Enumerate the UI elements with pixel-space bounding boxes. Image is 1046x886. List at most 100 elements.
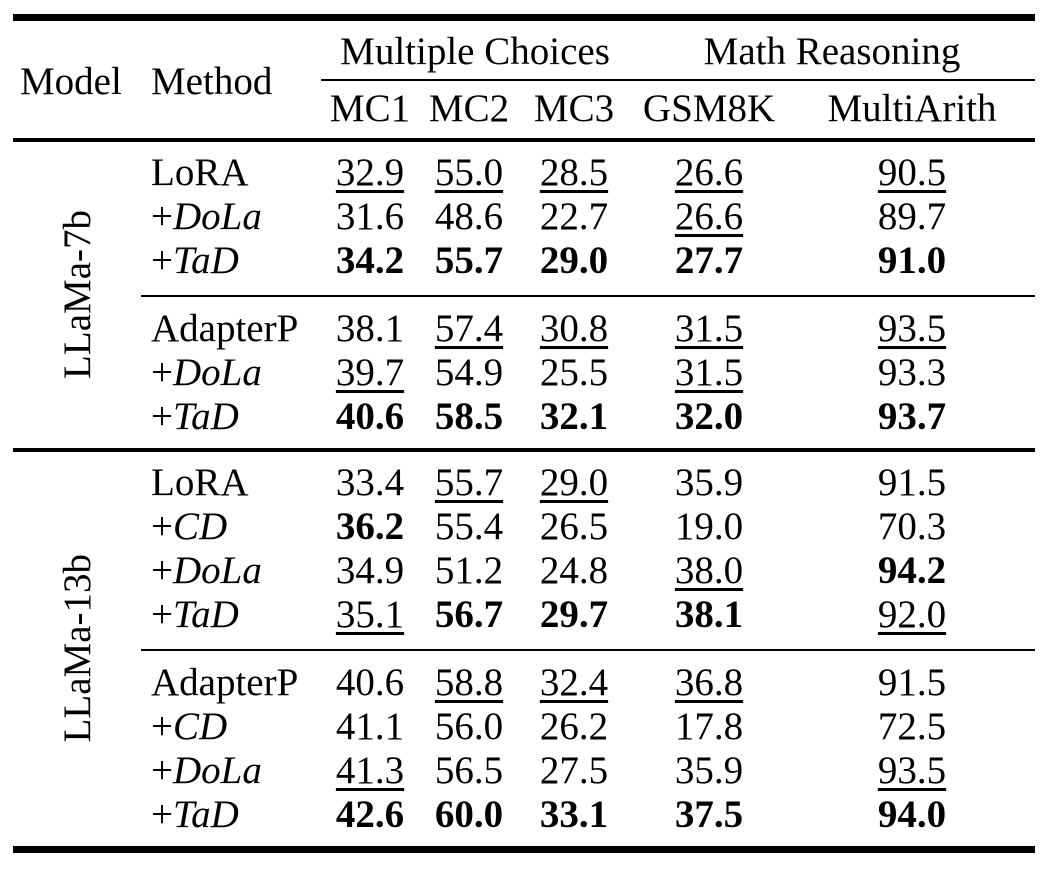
metric-value: 26.6 xyxy=(674,151,744,194)
metric-cell: 93.3 xyxy=(789,351,1035,395)
metric-value: 94.0 xyxy=(877,793,947,836)
method-label: LoRA xyxy=(151,151,249,194)
metric-value: 39.7 xyxy=(335,351,405,394)
metric-cell: 32.4 xyxy=(519,649,630,705)
method-cell: +DoLa xyxy=(141,195,321,239)
model-group-label-cell: LLaMa-13b xyxy=(13,448,141,850)
method-label: DoLa xyxy=(173,549,262,592)
metric-cell: 55.0 xyxy=(419,140,519,195)
method-label: LoRA xyxy=(151,461,249,504)
metric-cell: 42.6 xyxy=(321,793,419,850)
metric-value: 91.5 xyxy=(877,461,947,504)
metric-cell: 51.2 xyxy=(419,549,519,593)
metric-value: 32.1 xyxy=(539,395,609,438)
metric-value: 93.5 xyxy=(877,307,947,350)
metric-value: 55.7 xyxy=(434,461,504,504)
metric-cell: 55.7 xyxy=(419,239,519,296)
column-header-method: Method xyxy=(141,17,321,142)
metric-value: 29.7 xyxy=(539,593,609,636)
metric-value: 35.9 xyxy=(674,749,744,792)
metric-cell: 27.7 xyxy=(629,239,789,296)
metric-cell: 39.7 xyxy=(321,351,419,395)
metric-cell: 24.8 xyxy=(519,549,629,593)
metric-cell: 25.5 xyxy=(519,351,629,395)
metric-cell: 29.7 xyxy=(519,593,629,650)
metric-value: 70.3 xyxy=(877,505,947,548)
metric-cell: 19.0 xyxy=(629,505,789,549)
table-row: LLaMa-13b LoRA 33.4 55.7 29.0 35.9 91.5 xyxy=(13,448,1036,850)
metric-cell: 26.2 xyxy=(519,705,629,749)
metric-value: 90.5 xyxy=(877,151,947,194)
metric-cell: 17.8 xyxy=(629,705,789,749)
method-prefix: + xyxy=(151,749,173,792)
metric-value: 72.5 xyxy=(877,705,947,748)
metric-cell: 93.5 xyxy=(789,749,1035,793)
metric-value: 31.5 xyxy=(674,307,744,350)
method-cell: +CD xyxy=(141,505,321,549)
metric-cell: 34.2 xyxy=(321,239,419,296)
metric-cell: 38.0 xyxy=(629,549,789,593)
metric-cell: 35.9 xyxy=(629,448,790,505)
metric-cell: 37.5 xyxy=(629,793,789,850)
method-cell: +TaD xyxy=(141,793,321,850)
metric-value: 92.0 xyxy=(877,593,947,636)
method-label: DoLa xyxy=(173,351,262,394)
metric-value: 41.1 xyxy=(335,705,405,748)
metric-value: 94.2 xyxy=(877,549,947,592)
method-prefix: + xyxy=(151,195,173,238)
column-header-model: Model xyxy=(13,17,141,142)
metric-value: 55.0 xyxy=(434,151,504,194)
metric-value: 40.6 xyxy=(335,661,405,704)
method-label: CD xyxy=(173,505,228,548)
method-prefix: + xyxy=(151,549,173,592)
metric-value: 27.5 xyxy=(539,749,609,792)
metric-cell: 31.5 xyxy=(629,351,789,395)
metric-cell: 48.6 xyxy=(419,195,519,239)
method-cell: +TaD xyxy=(141,239,321,296)
method-prefix: + xyxy=(151,593,173,636)
column-header-gsm8k: GSM8K xyxy=(629,80,790,142)
metric-cell: 41.1 xyxy=(321,705,419,749)
metric-cell: 35.1 xyxy=(321,593,419,650)
metric-cell: 91.5 xyxy=(789,649,1036,705)
metric-value: 91.0 xyxy=(877,239,947,282)
metric-cell: 55.7 xyxy=(419,448,519,505)
metric-value: 57.4 xyxy=(434,307,504,350)
metric-cell: 35.9 xyxy=(629,749,789,793)
method-label: AdapterP xyxy=(151,307,299,350)
metric-value: 93.7 xyxy=(877,395,947,438)
metric-cell: 92.0 xyxy=(789,593,1035,650)
metric-value: 33.1 xyxy=(539,793,609,836)
metric-value: 32.4 xyxy=(539,661,609,704)
method-label: TaD xyxy=(173,593,239,636)
metric-value: 55.7 xyxy=(434,239,504,282)
metric-cell: 70.3 xyxy=(789,505,1035,549)
metric-cell: 31.6 xyxy=(321,195,419,239)
table-row: AdapterP 38.1 57.4 30.8 31.5 93.5 xyxy=(13,295,1036,351)
column-header-mc2: MC2 xyxy=(419,80,519,142)
metric-value: 56.5 xyxy=(434,749,504,792)
metric-cell: 27.5 xyxy=(519,749,629,793)
method-prefix: + xyxy=(151,793,173,836)
metric-value: 26.6 xyxy=(674,195,744,238)
metric-cell: 22.7 xyxy=(519,195,629,239)
metric-value: 36.2 xyxy=(335,505,405,548)
metric-cell: 55.4 xyxy=(419,505,519,549)
table-row: +CD 41.1 56.0 26.2 17.8 72.5 xyxy=(13,705,1035,749)
method-prefix: + xyxy=(151,505,173,548)
model-group-label: LLaMa-13b xyxy=(55,554,99,743)
metric-value: 41.3 xyxy=(335,749,405,792)
model-group-label: LLaMa-7b xyxy=(55,210,99,379)
metric-value: 58.5 xyxy=(434,395,504,438)
method-cell: AdapterP xyxy=(141,649,321,705)
table-row: +DoLa 41.3 56.5 27.5 35.9 93.5 xyxy=(13,749,1035,793)
metric-cell: 40.6 xyxy=(321,649,419,705)
metric-cell: 56.0 xyxy=(419,705,519,749)
column-group-multiple-choices: Multiple Choices xyxy=(321,17,630,81)
table-row: +CD 36.2 55.4 26.5 19.0 70.3 xyxy=(13,505,1035,549)
table-row: +DoLa 34.9 51.2 24.8 38.0 94.2 xyxy=(13,549,1035,593)
metric-value: 24.8 xyxy=(539,549,609,592)
method-label: TaD xyxy=(173,395,239,438)
metric-value: 38.0 xyxy=(674,549,744,592)
